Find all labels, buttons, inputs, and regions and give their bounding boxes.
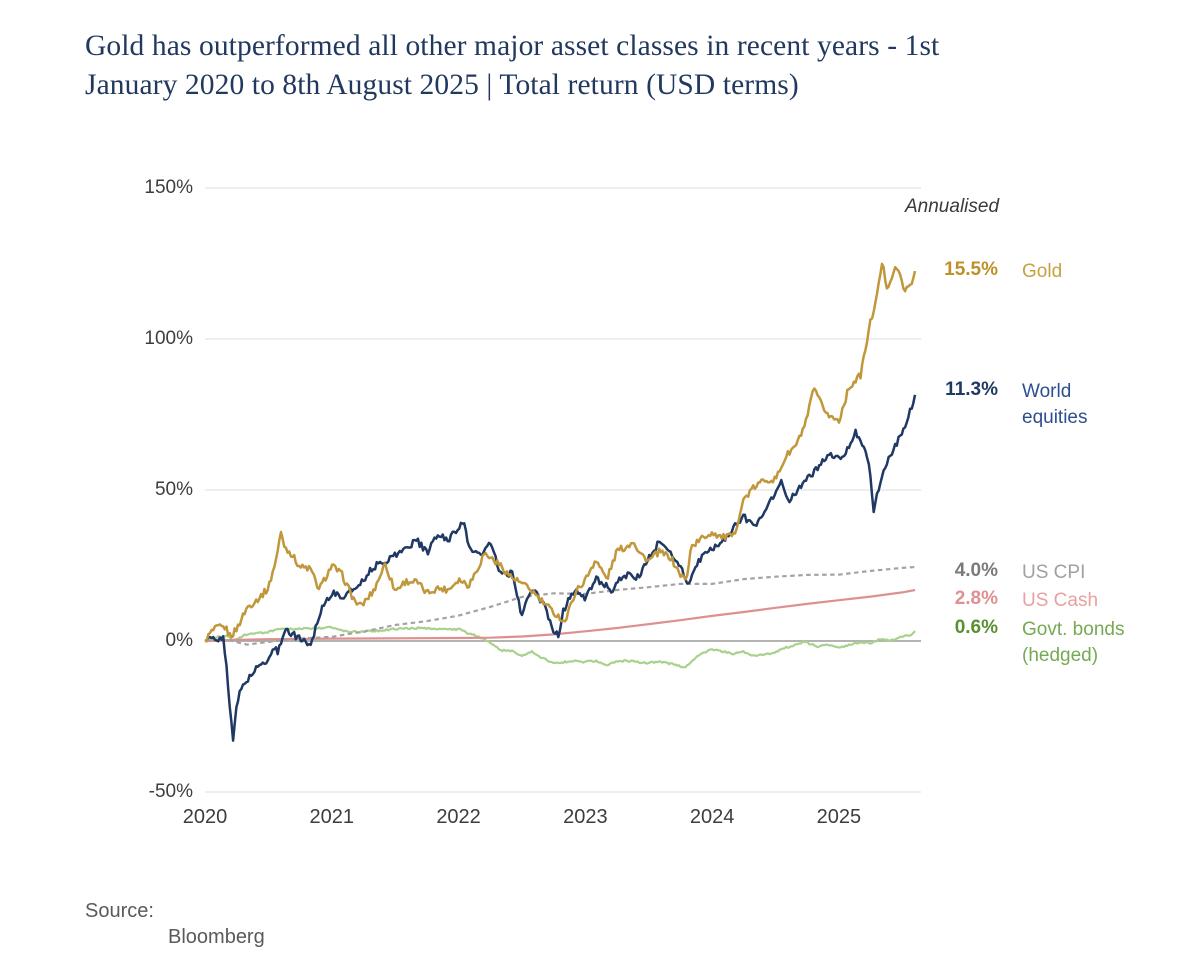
- legend-series-label: Gold: [1022, 259, 1152, 285]
- legend-annualised-value: 4.0%: [954, 560, 998, 581]
- annualised-note: Annualised: [905, 196, 1000, 217]
- legend-label-line: US CPI: [1022, 562, 1086, 583]
- legend-annualised-value: 0.6%: [954, 617, 998, 638]
- legend-label-line: Govt. bonds: [1022, 619, 1125, 640]
- legend-series-label: World equities: [1022, 379, 1152, 431]
- legend-series-label: US Cash: [1022, 588, 1152, 614]
- legend-label-line: equities: [1022, 407, 1088, 428]
- chart-title-line2: January 2020 to 8th August 2025 | Total …: [85, 69, 799, 101]
- x-axis-tick-label: 2021: [309, 806, 355, 828]
- y-axis-tick-label: 0%: [165, 630, 193, 651]
- source-label: Source:: [85, 900, 154, 922]
- legend-label-line: Gold: [1022, 261, 1063, 282]
- y-axis-tick-label: 150%: [144, 177, 193, 198]
- x-axis-tick-label: 2023: [563, 806, 608, 828]
- legend-series-label: Govt. bonds (hedged): [1022, 617, 1152, 669]
- y-axis-tick-label: -50%: [148, 781, 193, 802]
- chart-title-line1: Gold has outperformed all other major as…: [85, 30, 940, 62]
- series-line-gold: [204, 262, 917, 643]
- series-line-world-equities: [204, 394, 917, 742]
- legend-label-line: US Cash: [1022, 590, 1099, 611]
- y-axis-tick-label: 100%: [144, 328, 193, 349]
- x-axis-tick-label: 2024: [689, 806, 735, 828]
- y-axis-tick-label: 50%: [154, 479, 193, 500]
- legend-annualised-value: 2.8%: [954, 588, 998, 609]
- legend-label-line: (hedged): [1022, 645, 1099, 666]
- legend-annualised-value: 15.5%: [944, 259, 998, 280]
- x-axis-tick-label: 2022: [436, 806, 481, 828]
- series-line-us-cash: [204, 588, 916, 643]
- chart-title: Gold has outperformed all other major as…: [85, 27, 1155, 105]
- legend-label-line: World: [1022, 381, 1072, 402]
- x-axis-tick-label: 2025: [816, 806, 862, 828]
- source-value: Bloomberg: [168, 926, 265, 948]
- series-line-govt-bonds-hedged: [204, 625, 916, 669]
- legend-annualised-value: 11.3%: [945, 379, 998, 400]
- legend-series-label: US CPI: [1022, 560, 1152, 586]
- x-axis-tick-label: 2020: [182, 806, 228, 828]
